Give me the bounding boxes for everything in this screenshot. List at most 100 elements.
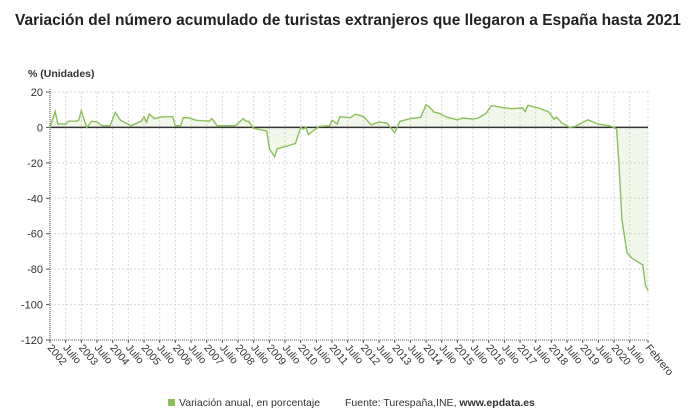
- data-point: [548, 111, 550, 113]
- source-label: Fuente: Turespaña,INE,: [345, 397, 457, 409]
- data-point: [394, 132, 396, 134]
- y-tick-label: -80: [27, 264, 43, 276]
- data-point: [613, 126, 615, 129]
- data-point: [511, 108, 513, 110]
- data-point: [456, 119, 458, 121]
- chart-plot: 200-20-40-60-80-100-1202002Julio2003Juli…: [21, 87, 676, 378]
- data-point: [370, 124, 372, 126]
- legend-item: Variación anual, en porcentaje: [168, 397, 320, 409]
- data-point: [307, 133, 310, 136]
- data-point: [153, 117, 156, 120]
- data-point: [616, 128, 618, 130]
- data-point: [216, 125, 218, 127]
- data-point: [642, 264, 644, 266]
- x-tick-label: Febrero: [643, 342, 676, 378]
- source-note: Fuente: Turespaña,INE, www.epdata.es: [345, 397, 535, 409]
- data-point: [644, 284, 646, 286]
- data-point: [182, 117, 184, 119]
- data-point: [378, 121, 380, 123]
- data-point: [302, 128, 304, 130]
- data-point: [119, 119, 122, 121]
- legend-swatch: [168, 399, 175, 406]
- data-point: [587, 119, 589, 121]
- data-point: [172, 116, 174, 118]
- data-point: [54, 110, 56, 113]
- data-point: [143, 116, 145, 118]
- data-point: [253, 127, 255, 129]
- data-point: [569, 126, 571, 129]
- data-point: [331, 119, 333, 121]
- data-point: [187, 117, 190, 119]
- data-point: [561, 122, 563, 124]
- data-point: [91, 120, 93, 122]
- data-point: [621, 218, 623, 221]
- data-point: [148, 113, 150, 115]
- data-point: [80, 110, 82, 112]
- data-point: [49, 126, 51, 129]
- data-point: [96, 121, 98, 123]
- data-point: [67, 120, 69, 122]
- data-point: [78, 119, 80, 121]
- data-point: [234, 125, 237, 127]
- data-point: [268, 148, 270, 150]
- data-point: [433, 111, 435, 113]
- data-point: [221, 125, 223, 127]
- data-point: [626, 252, 628, 254]
- data-point: [109, 125, 111, 127]
- data-point: [461, 117, 464, 119]
- data-point: [362, 115, 364, 118]
- data-point: [305, 126, 307, 129]
- data-point: [446, 116, 448, 118]
- data-point: [114, 111, 116, 113]
- data-point: [336, 123, 338, 125]
- y-tick-label: -100: [21, 300, 43, 312]
- data-point: [608, 125, 610, 127]
- data-point: [273, 156, 276, 158]
- data-point: [553, 118, 555, 120]
- data-point: [65, 123, 67, 125]
- data-point: [146, 121, 148, 123]
- data-point: [276, 148, 278, 150]
- data-point: [75, 120, 77, 122]
- data-point: [647, 289, 649, 291]
- data-point: [409, 117, 411, 120]
- data-point: [477, 117, 479, 119]
- data-point: [631, 257, 633, 260]
- data-point: [245, 120, 247, 122]
- data-point: [574, 125, 576, 128]
- data-point: [328, 125, 331, 127]
- data-point: [490, 105, 492, 107]
- data-point: [425, 104, 427, 106]
- series-area: [50, 104, 648, 291]
- legend-label: Variación anual, en porcentaje: [179, 397, 321, 409]
- data-point: [195, 119, 197, 121]
- data-point: [339, 116, 341, 118]
- data-point: [242, 117, 244, 120]
- data-point: [597, 123, 599, 125]
- data-point: [140, 120, 142, 122]
- data-point: [174, 125, 176, 127]
- y-tick-label: -20: [27, 158, 43, 170]
- chart-title: Variación del número acumulado de turist…: [15, 12, 681, 29]
- data-point: [318, 125, 320, 128]
- data-point: [247, 120, 250, 122]
- data-point: [472, 118, 474, 120]
- data-point: [294, 142, 297, 144]
- data-point: [161, 116, 163, 118]
- data-point: [527, 104, 529, 106]
- data-point: [428, 105, 430, 107]
- data-point: [537, 107, 539, 109]
- series-line: [49, 103, 649, 291]
- data-point: [85, 126, 88, 129]
- y-tick-label: 0: [37, 122, 43, 134]
- data-point: [266, 130, 268, 132]
- data-point: [438, 112, 440, 114]
- y-tick-label: -40: [27, 193, 43, 205]
- data-point: [208, 120, 210, 122]
- data-point: [399, 120, 401, 123]
- data-point: [101, 125, 103, 127]
- data-point: [211, 117, 213, 120]
- data-point: [618, 169, 620, 171]
- data-point: [354, 113, 357, 115]
- data-point: [420, 116, 422, 118]
